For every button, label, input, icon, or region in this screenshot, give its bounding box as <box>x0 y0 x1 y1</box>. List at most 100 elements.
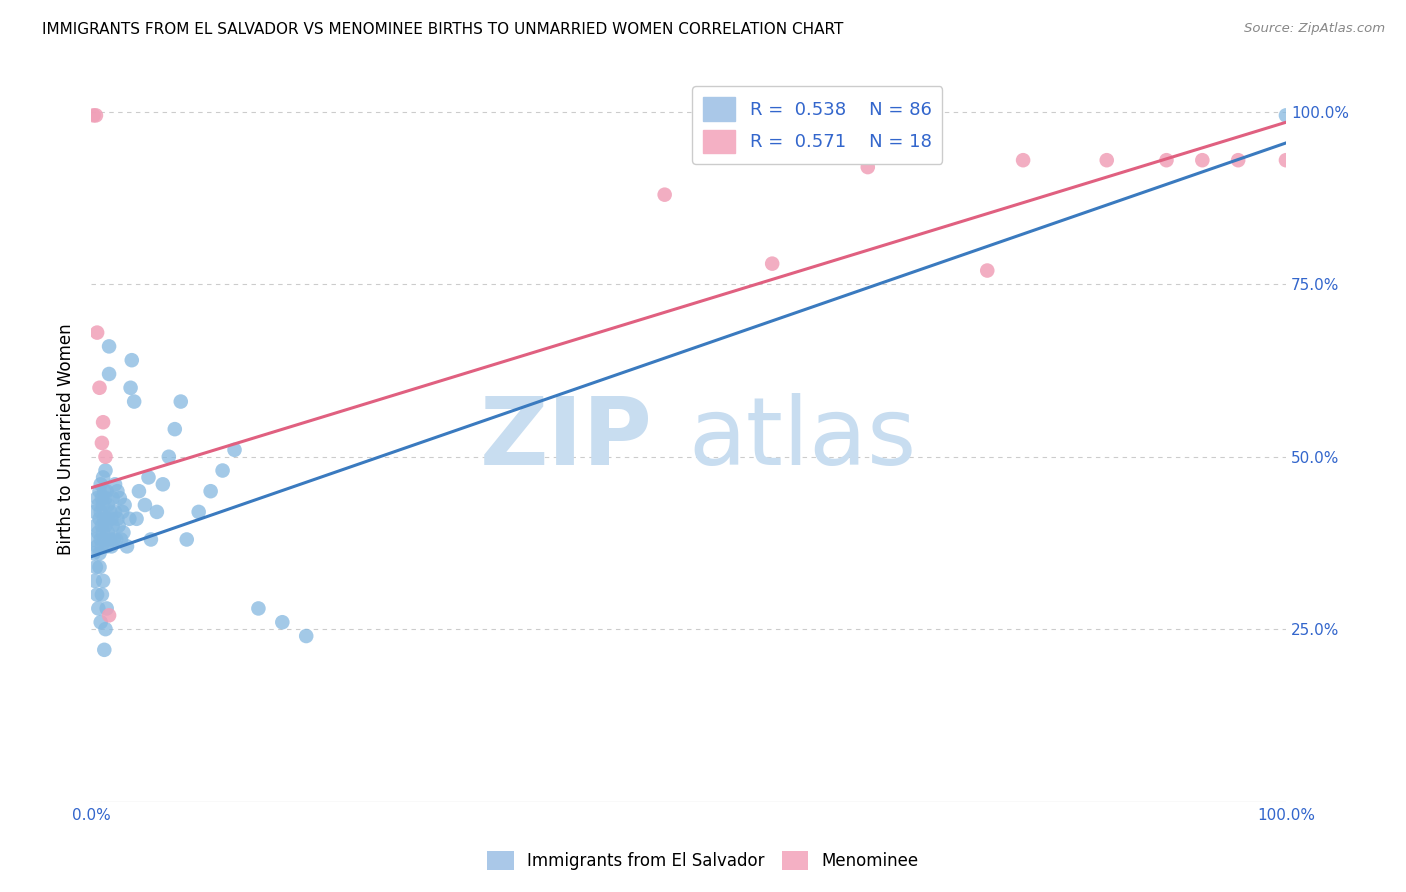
Point <box>211 463 233 477</box>
Point <box>93 642 115 657</box>
Point <box>96 540 118 554</box>
Point <box>114 498 136 512</box>
Point <box>93 533 115 547</box>
Point <box>86 326 108 340</box>
Point <box>1227 153 1250 168</box>
Point <box>107 484 129 499</box>
Legend: R =  0.538    N = 86, R =  0.571    N = 18: R = 0.538 N = 86, R = 0.571 N = 18 <box>692 87 942 163</box>
Point <box>200 484 222 499</box>
Point <box>163 422 186 436</box>
Point <box>94 518 117 533</box>
Point <box>1095 153 1118 168</box>
Point <box>187 505 209 519</box>
Point <box>90 491 112 505</box>
Point <box>107 512 129 526</box>
Point <box>128 484 150 499</box>
Point <box>91 470 114 484</box>
Point <box>104 505 127 519</box>
Point <box>86 491 108 505</box>
Point <box>295 629 318 643</box>
Point <box>107 518 129 533</box>
Point <box>98 533 121 547</box>
Point <box>139 533 162 547</box>
Point <box>96 484 118 499</box>
Point <box>247 601 270 615</box>
Point <box>157 450 180 464</box>
Point <box>122 394 145 409</box>
Point <box>84 108 107 122</box>
Point <box>138 470 160 484</box>
Point <box>98 367 121 381</box>
Point <box>89 546 111 560</box>
Legend: Immigrants from El Salvador, Menominee: Immigrants from El Salvador, Menominee <box>481 844 925 877</box>
Text: ZIP: ZIP <box>479 393 652 485</box>
Point <box>101 491 124 505</box>
Point <box>83 574 105 588</box>
Point <box>856 160 879 174</box>
Point <box>115 540 138 554</box>
Point <box>121 353 143 368</box>
Y-axis label: Births to Unmarried Women: Births to Unmarried Women <box>58 324 75 556</box>
Point <box>112 525 135 540</box>
Point <box>1275 153 1298 168</box>
Point <box>118 512 141 526</box>
Point <box>98 505 121 519</box>
Point <box>1275 108 1298 122</box>
Point <box>90 518 112 533</box>
Point <box>105 533 128 547</box>
Point <box>108 491 131 505</box>
Point <box>96 512 118 526</box>
Point <box>90 540 112 554</box>
Point <box>90 477 112 491</box>
Point <box>93 484 115 499</box>
Point <box>90 533 112 547</box>
Point <box>86 540 108 554</box>
Point <box>94 622 117 636</box>
Point <box>125 512 148 526</box>
Point <box>101 518 124 533</box>
Point <box>91 415 114 429</box>
Text: Source: ZipAtlas.com: Source: ZipAtlas.com <box>1244 22 1385 36</box>
Point <box>94 463 117 477</box>
Point <box>170 394 193 409</box>
Point <box>84 518 107 533</box>
Point <box>83 505 105 519</box>
Point <box>1191 153 1213 168</box>
Point <box>89 560 111 574</box>
Point <box>83 108 105 122</box>
Point <box>1012 153 1035 168</box>
Point <box>94 491 117 505</box>
Point <box>86 588 108 602</box>
Point <box>93 512 115 526</box>
Point <box>103 533 125 547</box>
Point <box>94 450 117 464</box>
Point <box>89 484 111 499</box>
Point <box>89 381 111 395</box>
Point <box>176 533 198 547</box>
Point <box>89 512 111 526</box>
Point <box>1156 153 1178 168</box>
Point <box>100 512 122 526</box>
Point <box>654 187 676 202</box>
Point <box>90 436 112 450</box>
Point <box>271 615 294 630</box>
Point <box>83 546 105 560</box>
Point <box>84 560 107 574</box>
Point <box>87 525 110 540</box>
Point <box>91 498 114 512</box>
Point <box>120 381 142 395</box>
Point <box>104 477 127 491</box>
Point <box>146 505 169 519</box>
Point <box>91 574 114 588</box>
Point <box>97 525 120 540</box>
Point <box>761 257 783 271</box>
Point <box>91 525 114 540</box>
Point <box>134 498 156 512</box>
Point <box>111 505 134 519</box>
Point <box>87 601 110 615</box>
Point <box>976 263 998 277</box>
Point <box>100 540 122 554</box>
Text: IMMIGRANTS FROM EL SALVADOR VS MENOMINEE BIRTHS TO UNMARRIED WOMEN CORRELATION C: IMMIGRANTS FROM EL SALVADOR VS MENOMINEE… <box>42 22 844 37</box>
Point <box>90 615 112 630</box>
Point <box>97 498 120 512</box>
